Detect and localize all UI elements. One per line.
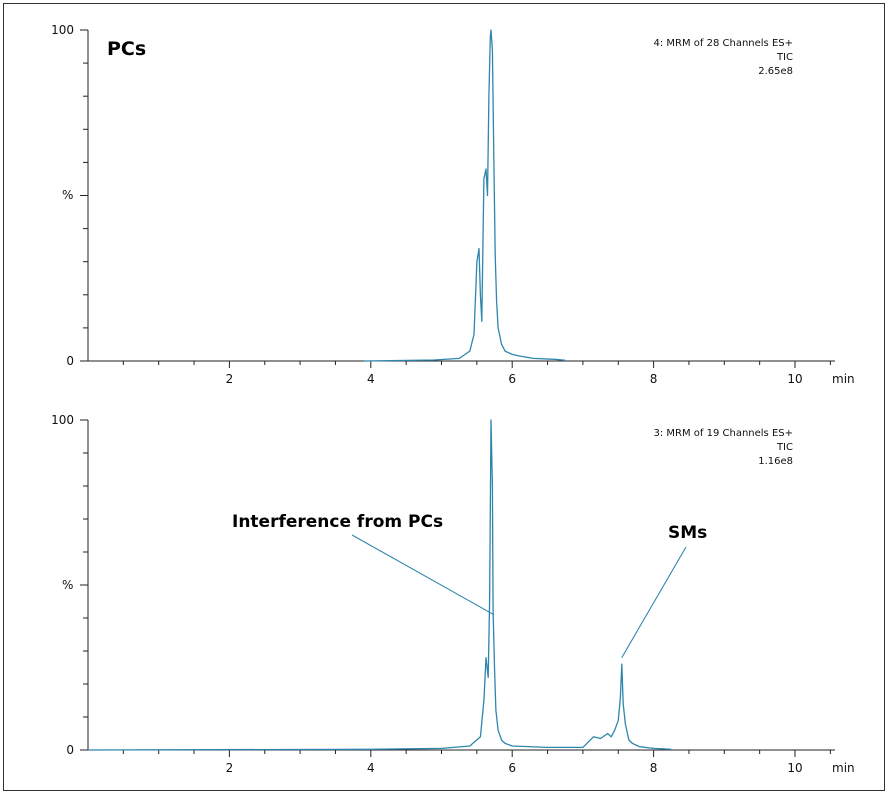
panel-1-info-line-2: TIC [776,52,793,63]
panel-2-x-tick-label: 6 [508,761,516,775]
panel-2-x-unit-label: min [832,761,855,775]
panel-2-x-tick-label: 4 [367,761,375,775]
panel-1-x-tick-label: 4 [367,372,375,386]
panel-2-info-line-1: 3: MRM of 19 Channels ES+ [653,428,793,439]
panel-2-y-tick-label: 100 [51,413,74,427]
panel-2-info-line-3: 1.16e8 [758,456,793,467]
panel-2-y-tick-label: 0 [66,743,74,757]
panel-1-x-tick-label: 10 [787,372,802,386]
panel-2-info-line-2: TIC [776,442,793,453]
panel-1-title: PCs [107,38,146,60]
panel-1-x-unit-label: min [832,372,855,386]
panel-2-x-tick-label: 10 [787,761,802,775]
panel-2-x-tick-label: 2 [226,761,234,775]
panel-1-x-tick-label: 6 [508,372,516,386]
panel-1-x-tick-label: 8 [650,372,658,386]
annotation-sms-label: SMs [668,523,707,543]
panel-1-y-tick-label: 100 [51,23,74,37]
panel-1-info-line-3: 2.65e8 [758,66,793,77]
panel-2-tic-trace [87,419,672,751]
panel-2-y-unit-label: % [62,578,73,592]
annotation-sms-leader [621,546,687,658]
panel-1-tic-trace [363,29,566,362]
panel-1-info-line-1: 4: MRM of 28 Channels ES+ [653,38,793,49]
annotation-interference-label: Interference from PCs [232,512,443,532]
panel-1-y-tick-label: 0 [66,354,74,368]
panel-2-x-tick-label: 8 [650,761,658,775]
panel-1-y-unit-label: % [62,188,73,202]
figure-frame [3,3,885,791]
annotation-interference-leader [351,534,495,616]
panel-1-x-tick-label: 2 [226,372,234,386]
